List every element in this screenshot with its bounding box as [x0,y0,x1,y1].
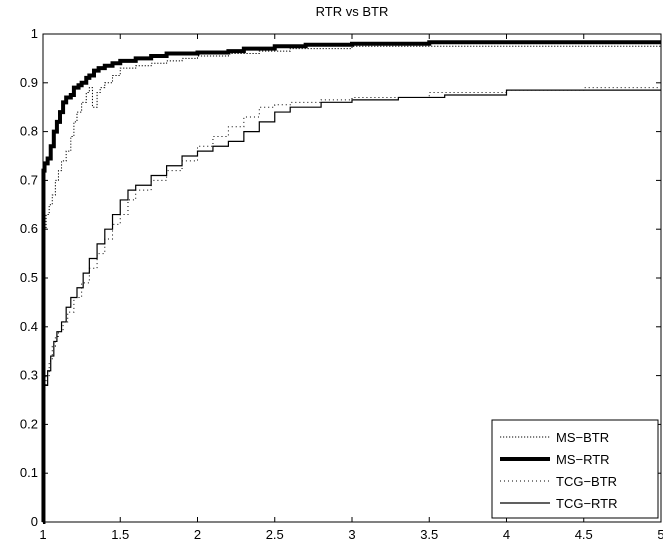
legend: MS−BTR MS−RTR TCG−BTR TCG−RTR [491,419,659,519]
axis-ticks: 1 1.5 2 2.5 3 3.5 4 4.5 5 0 0.1 0.2 0.3 0.4 0.5 0.6 0.7 0… [20,26,663,542]
legend-entry-label: MS−BTR [556,430,609,445]
x-tick-label: 5 [657,527,663,542]
y-tick-label: 1 [31,26,38,41]
legend-entry-label: TCG−RTR [556,496,618,511]
y-tick-label: 0.8 [20,124,38,139]
series-lines [41,40,662,524]
x-tick-label: 1.5 [111,527,129,542]
y-tick-label: 0.3 [20,368,38,383]
x-tick-label: 3.5 [420,527,438,542]
legend-entry-label: TCG−BTR [556,474,617,489]
y-tick-label: 0.7 [20,172,38,187]
chart-title: RTR vs BTR [316,4,389,19]
y-tick-label: 0.9 [20,75,38,90]
y-tick-label: 0.2 [20,416,38,431]
x-tick-label: 3 [348,527,355,542]
x-tick-label: 1 [39,527,46,542]
y-tick-label: 0.5 [20,270,38,285]
y-tick-label: 0.4 [20,319,38,334]
series-line-tcg-rtr [43,89,661,523]
x-tick-label: 4.5 [575,527,593,542]
legend-box [491,419,659,519]
y-tick-label: 0.6 [20,221,38,236]
x-tick-label: 2 [194,527,201,542]
y-tick-label: 0 [31,514,38,529]
y-tick-label: 0.1 [20,465,38,480]
x-tick-label: 2.5 [266,527,284,542]
series-line-ms-btr [43,43,662,523]
x-tick-label: 4 [503,527,510,542]
legend-entry-label: MS−RTR [556,452,610,467]
series-line-ms-rtr [41,40,661,524]
